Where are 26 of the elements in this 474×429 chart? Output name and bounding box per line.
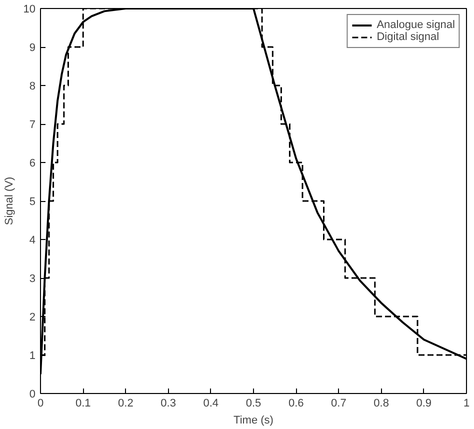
- y-axis-title: Signal (V): [3, 176, 16, 226]
- x-tick-label: 0.8: [374, 398, 389, 410]
- y-tick-label: 5: [29, 196, 36, 208]
- x-tick-label: 0.2: [118, 398, 134, 410]
- legend-label: Digital signal: [376, 31, 440, 43]
- y-tick-label: 10: [23, 4, 36, 16]
- y-tick-label: 1: [29, 350, 36, 362]
- x-tick-label: 0.3: [160, 398, 176, 410]
- y-tick-label: 0: [29, 388, 36, 400]
- y-tick-label: 4: [29, 234, 36, 246]
- x-tick-label: 0.4: [203, 398, 219, 410]
- x-tick-label: 0.5: [246, 398, 262, 410]
- x-tick-label: 0.1: [75, 398, 91, 410]
- x-axis-title: Time (s): [234, 414, 274, 426]
- y-tick-label: 6: [29, 158, 36, 170]
- y-tick-label: 3: [29, 273, 36, 285]
- x-tick-label: 0.7: [331, 398, 346, 410]
- x-tick-label: 0: [37, 398, 44, 410]
- x-tick-label: 1: [463, 398, 470, 410]
- legend-label: Analogue signal: [376, 19, 455, 31]
- y-tick-label: 7: [29, 119, 36, 131]
- y-tick-label: 9: [29, 42, 36, 54]
- x-tick-label: 0.6: [288, 398, 304, 410]
- y-tick-label: 2: [29, 312, 36, 324]
- y-tick-label: 8: [29, 80, 36, 92]
- x-tick-label: 0.9: [416, 398, 432, 410]
